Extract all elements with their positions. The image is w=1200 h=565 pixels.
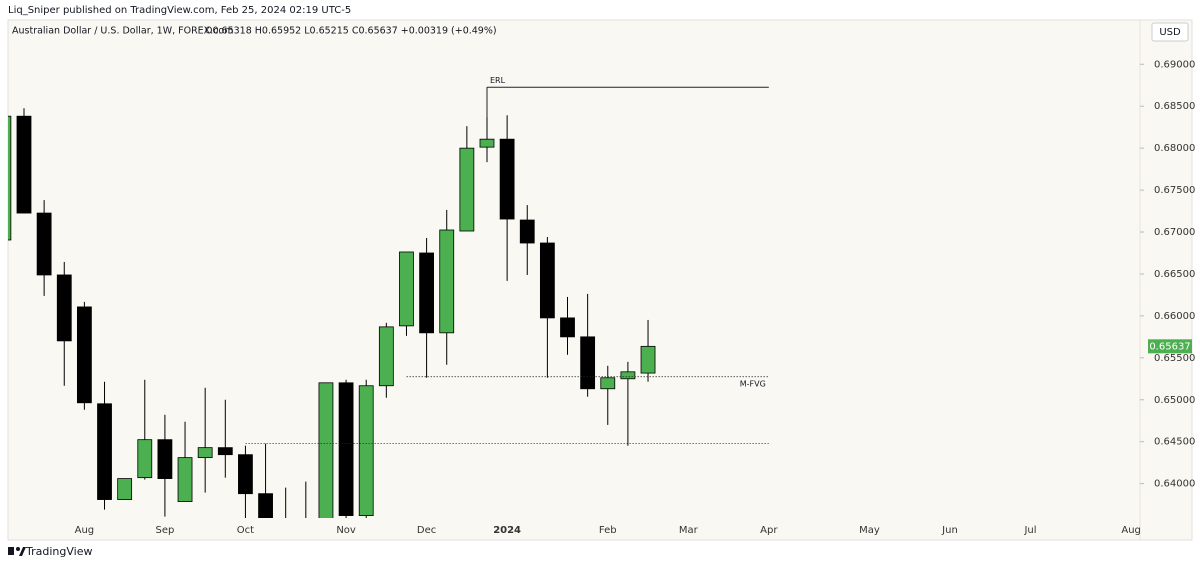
- y-tick-label: 0.66500: [1154, 269, 1195, 280]
- candle-body: [137, 439, 153, 479]
- x-tick-label: Oct: [237, 525, 254, 536]
- candle-body: [539, 242, 555, 319]
- candle-body: [117, 478, 133, 500]
- candle-body: [36, 212, 52, 276]
- level-label: ERL: [490, 76, 506, 85]
- candle-body: [439, 229, 455, 334]
- candle-body: [620, 371, 636, 380]
- x-tick-label: Nov: [336, 525, 356, 536]
- candle-body: [8, 115, 12, 241]
- candle-body: [197, 447, 213, 459]
- candle-body: [177, 457, 193, 502]
- candle-body: [238, 454, 253, 495]
- y-tick-label: 0.64000: [1154, 479, 1195, 490]
- candle-body: [358, 385, 374, 516]
- y-tick-label: 0.65500: [1154, 353, 1195, 364]
- x-tick-label: Jun: [941, 525, 958, 536]
- candle-body: [499, 138, 515, 220]
- candle-body: [479, 138, 495, 148]
- candle-body: [97, 403, 112, 500]
- y-tick-label: 0.67500: [1154, 185, 1195, 196]
- last-price-box: [1148, 339, 1192, 354]
- y-tick-label: 0.68500: [1154, 101, 1195, 112]
- candle-body: [318, 382, 334, 518]
- y-tick-label: 0.68000: [1154, 143, 1195, 154]
- x-tick-label: Apr: [760, 525, 778, 536]
- x-tick-label: May: [859, 525, 880, 536]
- y-tick-label: 0.67000: [1154, 227, 1195, 238]
- x-tick-label: Mar: [679, 525, 699, 536]
- currency-box[interactable]: [1151, 22, 1189, 42]
- y-tick-label: 0.69000: [1154, 59, 1195, 70]
- candle-body: [157, 439, 173, 479]
- x-tick-label: Dec: [417, 525, 436, 536]
- candle-body: [419, 252, 435, 334]
- candle-body: [338, 382, 354, 516]
- x-tick-label: Feb: [599, 525, 617, 536]
- x-tick-label: Aug: [75, 525, 95, 536]
- publisher: Liq_Sniper published on TradingView.com,…: [8, 5, 351, 16]
- x-tick-label: Aug: [1121, 525, 1141, 536]
- candle-body: [56, 274, 72, 342]
- candle-body: [76, 306, 92, 404]
- candle-body: [640, 345, 656, 374]
- last-price: 0.65637: [1149, 341, 1190, 352]
- currency[interactable]: USD: [1159, 27, 1181, 38]
- y-tick-label: 0.65000: [1154, 395, 1195, 406]
- candle-body: [519, 219, 535, 244]
- symbol: Australian Dollar / U.S. Dollar, 1W, FOR…: [12, 26, 234, 37]
- candle-body: [16, 115, 32, 214]
- brand: TradingView: [25, 545, 92, 558]
- plot: ERL M-FVG: [8, 76, 769, 518]
- candle-body: [399, 251, 414, 327]
- candle-body: [600, 377, 616, 390]
- logo: [8, 547, 26, 556]
- candle-body: [217, 447, 233, 456]
- y-tick-label: 0.64500: [1154, 437, 1195, 448]
- level-label: M-FVG: [740, 379, 766, 388]
- candle-body: [378, 326, 394, 387]
- candle-body: [560, 317, 575, 338]
- y-tick-label: 0.66000: [1154, 311, 1195, 322]
- ohlc: O0.65318 H0.65952 L0.65215 C0.65637 +0.0…: [205, 26, 497, 37]
- x-tick-label: 2024: [493, 525, 521, 536]
- candle-body: [459, 147, 475, 232]
- candle-body: [580, 336, 596, 390]
- x-tick-label: Jul: [1023, 525, 1036, 536]
- x-tick-label: Sep: [155, 525, 174, 536]
- candle-body: [258, 493, 273, 518]
